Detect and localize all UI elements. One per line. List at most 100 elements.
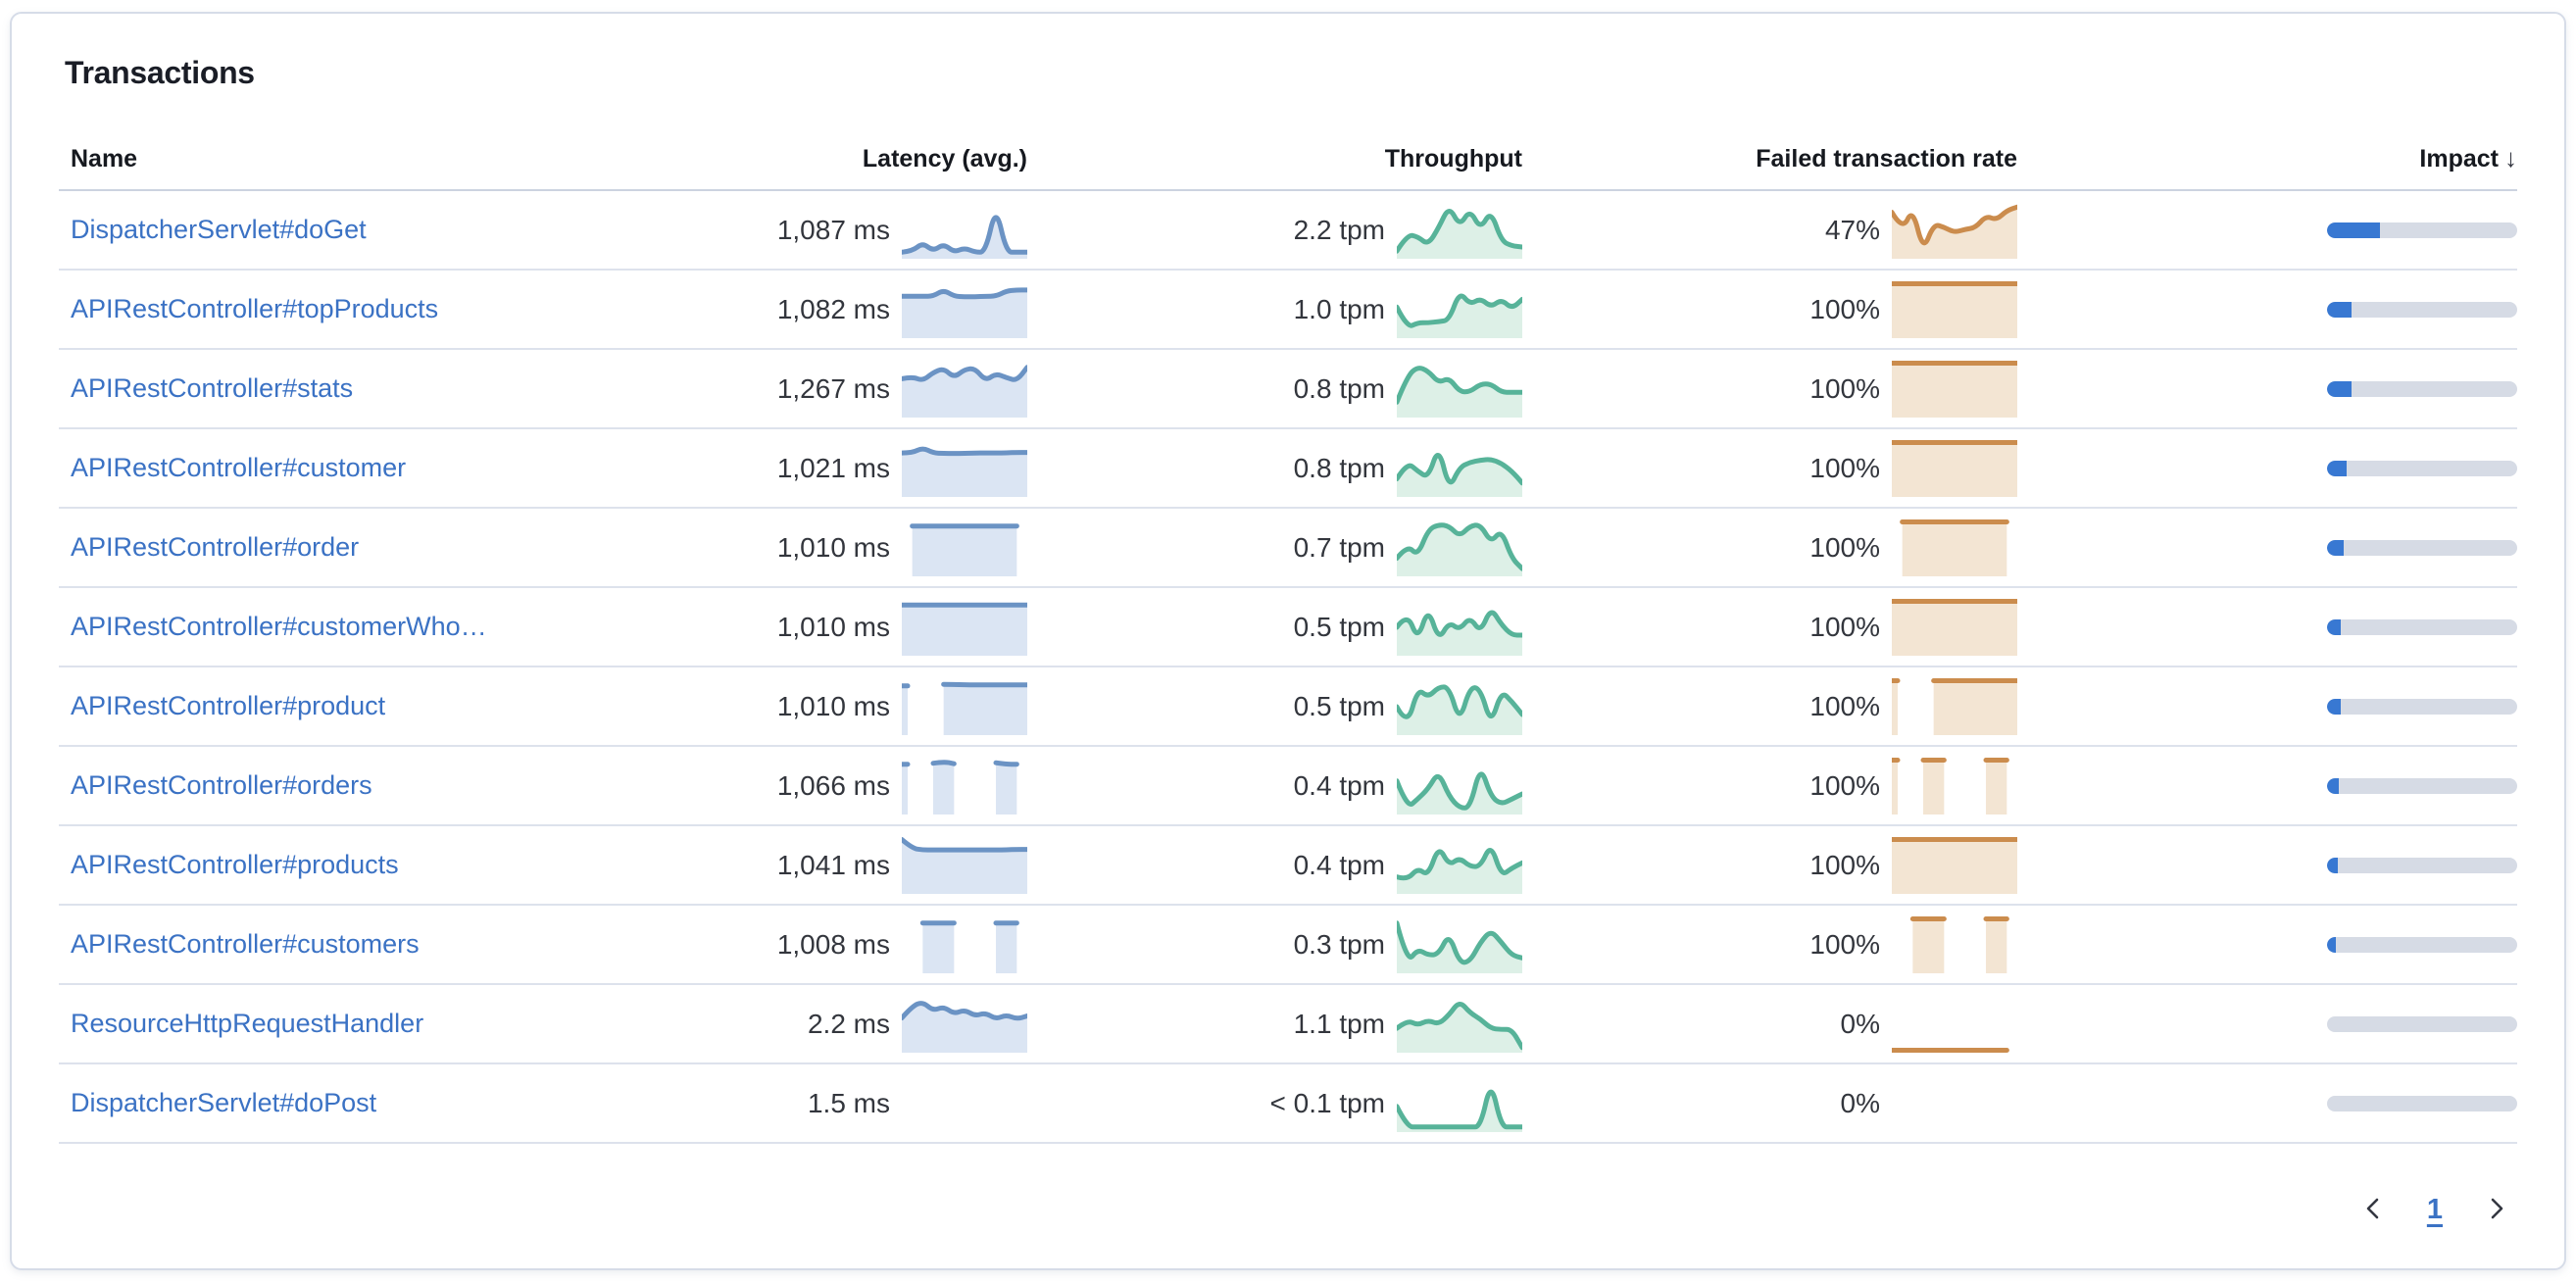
latency-value: 1.5 ms xyxy=(807,1087,890,1118)
impact-bar-fill xyxy=(2327,936,2336,953)
failed-rate-sparkline xyxy=(1892,280,2017,338)
impact-bar-fill xyxy=(2327,301,2353,318)
transaction-link[interactable]: APIRestController#order xyxy=(71,532,360,562)
table-header: Name Latency (avg.) Throughput Failed tr… xyxy=(59,118,2517,191)
failed-rate-sparkline xyxy=(1892,836,2017,894)
transaction-link[interactable]: APIRestController#stats xyxy=(71,373,354,403)
chevron-right-icon xyxy=(2482,1194,2511,1226)
page-number-1[interactable]: 1 xyxy=(2426,1194,2443,1225)
throughput-sparkline xyxy=(1397,281,1522,338)
table-row: APIRestController#customers 1,008 ms 0.3… xyxy=(59,906,2517,985)
pagination: 1 xyxy=(59,1144,2517,1276)
throughput-value: 0.5 tpm xyxy=(1293,690,1385,721)
impact-bar xyxy=(2327,222,2517,238)
latency-value: 2.2 ms xyxy=(807,1008,890,1039)
table-row: APIRestController#orders 1,066 ms 0.4 tp… xyxy=(59,747,2517,826)
failed-rate-sparkline xyxy=(1892,598,2017,656)
throughput-sparkline xyxy=(1397,599,1522,656)
throughput-value: 0.3 tpm xyxy=(1293,928,1385,960)
latency-value: 1,008 ms xyxy=(776,928,890,960)
throughput-sparkline xyxy=(1397,996,1522,1053)
latency-sparkline xyxy=(902,599,1027,656)
table-row: APIRestController#customer 1,021 ms 0.8 … xyxy=(59,429,2517,509)
latency-value: 1,010 ms xyxy=(776,531,890,563)
failed-rate-sparkline xyxy=(1892,677,2017,735)
latency-value: 1,041 ms xyxy=(776,849,890,880)
transaction-link[interactable]: APIRestController#customerWho… xyxy=(71,612,487,641)
latency-value: 1,010 ms xyxy=(776,611,890,642)
previous-page-button[interactable] xyxy=(2356,1194,2390,1227)
throughput-value: 0.4 tpm xyxy=(1293,849,1385,880)
impact-bar-fill xyxy=(2327,857,2338,873)
table-body: DispatcherServlet#doGet 1,087 ms 2.2 tpm… xyxy=(59,191,2517,1144)
throughput-sparkline xyxy=(1397,837,1522,894)
latency-value: 1,082 ms xyxy=(776,293,890,324)
latency-sparkline xyxy=(902,281,1027,338)
impact-bar xyxy=(2327,1015,2517,1032)
throughput-value: 0.4 tpm xyxy=(1293,769,1385,801)
latency-sparkline xyxy=(902,1075,1027,1132)
impact-bar xyxy=(2327,301,2517,318)
impact-bar xyxy=(2327,460,2517,476)
transaction-link[interactable]: APIRestController#customer xyxy=(71,453,407,482)
throughput-value: 0.8 tpm xyxy=(1293,452,1385,483)
transaction-link[interactable]: ResourceHttpRequestHandler xyxy=(71,1009,424,1038)
transaction-link[interactable]: APIRestController#customers xyxy=(71,929,420,959)
transaction-link[interactable]: APIRestController#orders xyxy=(71,770,372,800)
failed-rate-value: 100% xyxy=(1809,293,1880,324)
transaction-link[interactable]: DispatcherServlet#doGet xyxy=(71,215,367,244)
transaction-link[interactable]: APIRestController#topProducts xyxy=(71,294,439,323)
latency-value: 1,010 ms xyxy=(776,690,890,721)
failed-rate-sparkline xyxy=(1892,915,2017,973)
throughput-sparkline xyxy=(1397,202,1522,259)
latency-sparkline xyxy=(902,836,1027,894)
impact-bar xyxy=(2327,777,2517,794)
failed-rate-sparkline xyxy=(1892,1075,2017,1132)
table-row: DispatcherServlet#doPost 1.5 ms < 0.1 tp… xyxy=(59,1064,2517,1144)
throughput-sparkline xyxy=(1397,916,1522,973)
latency-sparkline xyxy=(902,361,1027,418)
failed-rate-value: 100% xyxy=(1809,531,1880,563)
column-header-impact[interactable]: Impact ↓ xyxy=(2419,143,2517,173)
transaction-link[interactable]: APIRestController#product xyxy=(71,691,386,720)
throughput-value: 0.8 tpm xyxy=(1293,372,1385,404)
column-header-throughput[interactable]: Throughput xyxy=(1384,145,1522,173)
impact-bar-fill xyxy=(2327,380,2353,397)
table-row: APIRestController#customerWho… 1,010 ms … xyxy=(59,588,2517,667)
failed-rate-sparkline xyxy=(1892,757,2017,815)
sort-desc-icon: ↓ xyxy=(2504,143,2517,173)
failed-rate-value: 47% xyxy=(1824,214,1880,245)
transaction-link[interactable]: DispatcherServlet#doPost xyxy=(71,1088,377,1117)
impact-bar xyxy=(2327,618,2517,635)
table-row: ResourceHttpRequestHandler 2.2 ms 1.1 tp… xyxy=(59,985,2517,1064)
throughput-value: 1.1 tpm xyxy=(1293,1008,1385,1039)
latency-sparkline xyxy=(902,758,1027,815)
table-row: APIRestController#stats 1,267 ms 0.8 tpm… xyxy=(59,350,2517,429)
throughput-sparkline xyxy=(1397,519,1522,576)
impact-bar xyxy=(2327,1095,2517,1111)
impact-bar-fill xyxy=(2327,618,2341,635)
table-row: APIRestController#product 1,010 ms 0.5 t… xyxy=(59,667,2517,747)
failed-rate-sparkline xyxy=(1892,519,2017,576)
throughput-value: 0.5 tpm xyxy=(1293,611,1385,642)
latency-sparkline xyxy=(902,202,1027,259)
failed-rate-value: 0% xyxy=(1840,1008,1880,1039)
impact-bar-fill xyxy=(2327,222,2381,238)
impact-bar xyxy=(2327,936,2517,953)
transaction-link[interactable]: APIRestController#products xyxy=(71,850,399,879)
throughput-sparkline xyxy=(1397,1075,1522,1132)
next-page-button[interactable] xyxy=(2480,1194,2513,1227)
throughput-value: < 0.1 tpm xyxy=(1269,1087,1385,1118)
failed-rate-value: 100% xyxy=(1809,452,1880,483)
transactions-panel: Transactions Name Latency (avg.) Through… xyxy=(10,12,2566,1270)
impact-bar-fill xyxy=(2327,777,2339,794)
impact-bar-fill xyxy=(2327,539,2345,556)
impact-bar xyxy=(2327,698,2517,715)
column-header-latency[interactable]: Latency (avg.) xyxy=(862,145,1027,173)
impact-bar xyxy=(2327,380,2517,397)
table-row: DispatcherServlet#doGet 1,087 ms 2.2 tpm… xyxy=(59,191,2517,271)
throughput-sparkline xyxy=(1397,758,1522,815)
latency-value: 1,066 ms xyxy=(776,769,890,801)
latency-sparkline xyxy=(902,916,1027,973)
column-header-failed-rate[interactable]: Failed transaction rate xyxy=(1756,145,2017,173)
